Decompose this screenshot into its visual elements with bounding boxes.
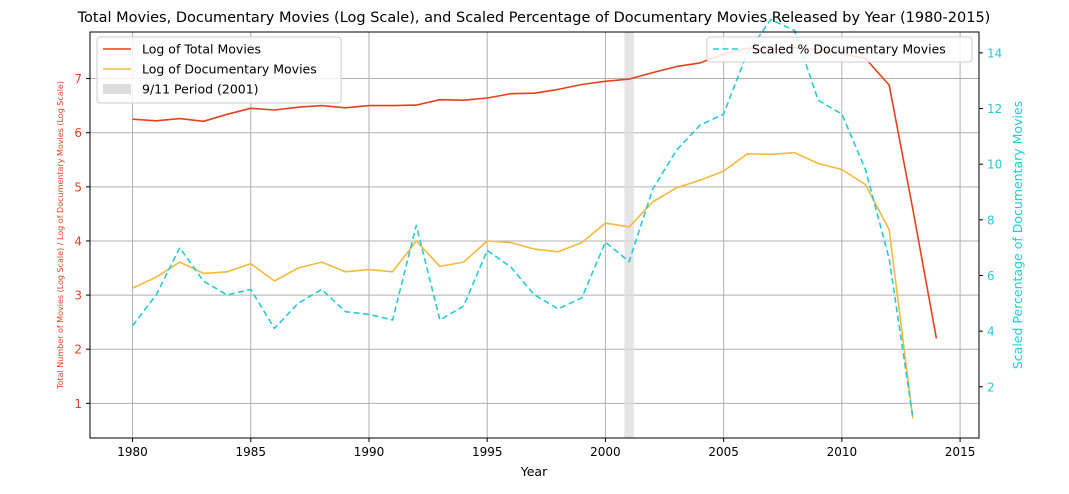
x-axis-label: Year — [520, 464, 548, 479]
legend-right: Scaled % Documentary Movies — [706, 36, 973, 63]
legend-swatch-span — [103, 84, 131, 94]
y-left-tick-label: 1 — [74, 397, 82, 411]
y-axis-right-label: Scaled Percentage of Documentary Movies — [1010, 101, 1025, 369]
legend-label: Log of Total Movies — [142, 42, 261, 57]
y-axis-right: 2 4 6 8 10 12 14 — [979, 46, 1002, 394]
y-right-tick-label: 14 — [987, 46, 1002, 60]
x-tick-label: 1980 — [117, 445, 148, 459]
y-right-tick-label: 4 — [987, 325, 995, 339]
y-left-tick-label: 7 — [74, 72, 82, 86]
y-axis-left-label: Total Number of Movies (Log Scale) / Log… — [56, 81, 65, 390]
grid-layer — [90, 32, 979, 438]
legend-left-box — [96, 36, 342, 104]
y-right-tick-label: 10 — [987, 158, 1002, 172]
y-right-tick-label: 12 — [987, 102, 1002, 116]
y-right-tick-label: 8 — [987, 213, 995, 227]
y-right-tick-label: 6 — [987, 269, 995, 283]
y-left-tick-label: 5 — [74, 180, 82, 194]
y-left-tick-label: 2 — [74, 343, 82, 357]
x-tick-label: 1995 — [472, 445, 503, 459]
legend-right-box — [706, 36, 973, 63]
y-right-tick-label: 2 — [987, 380, 995, 394]
x-tick-label: 2010 — [827, 445, 858, 459]
x-tick-label: 1990 — [354, 445, 385, 459]
plot-frame — [89, 31, 980, 439]
legend-left: Log of Total Movies Log of Documentary Mo… — [96, 36, 342, 104]
legend-label: Log of Documentary Movies — [142, 62, 317, 77]
x-tick-label: 2000 — [590, 445, 621, 459]
y-left-tick-label: 6 — [74, 126, 82, 140]
x-tick-label: 2015 — [945, 445, 976, 459]
span-layer — [624, 32, 634, 438]
legend-label: 9/11 Period (2001) — [142, 82, 259, 97]
legend-label: Scaled % Documentary Movies — [752, 42, 946, 57]
y-left-tick-label: 4 — [74, 234, 82, 248]
span-9-11 — [624, 32, 634, 438]
chart-title: Total Movies, Documentary Movies (Log Sc… — [77, 10, 991, 26]
x-axis: 1980 1985 1990 1995 2000 2005 2010 2015 — [117, 438, 975, 459]
y-axis-left: 1 2 3 4 5 6 7 — [74, 72, 90, 411]
x-tick-label: 1985 — [236, 445, 267, 459]
y-left-tick-label: 3 — [74, 289, 82, 303]
series-line-documentary-movies — [132, 151, 914, 419]
x-tick-label: 2005 — [708, 445, 739, 459]
